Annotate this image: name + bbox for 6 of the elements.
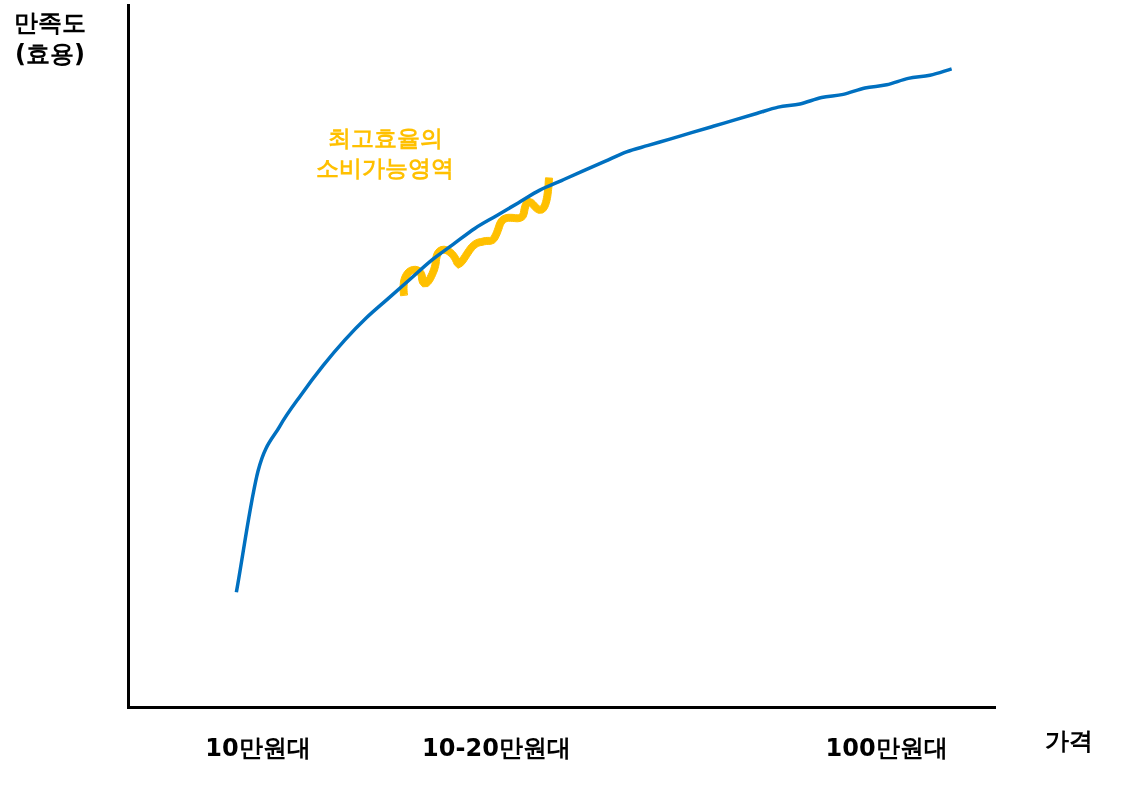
x-tick-label: 100만원대 (825, 733, 948, 762)
y-axis-title: 만족도 (효용) (14, 8, 86, 71)
x-axis-title: 가격 (1045, 726, 1093, 757)
x-tick-label: 10-20만원대 (422, 733, 571, 762)
x-tick-label: 10만원대 (205, 733, 311, 762)
annotation: 최고효율의 소비가능영역 (316, 124, 454, 183)
